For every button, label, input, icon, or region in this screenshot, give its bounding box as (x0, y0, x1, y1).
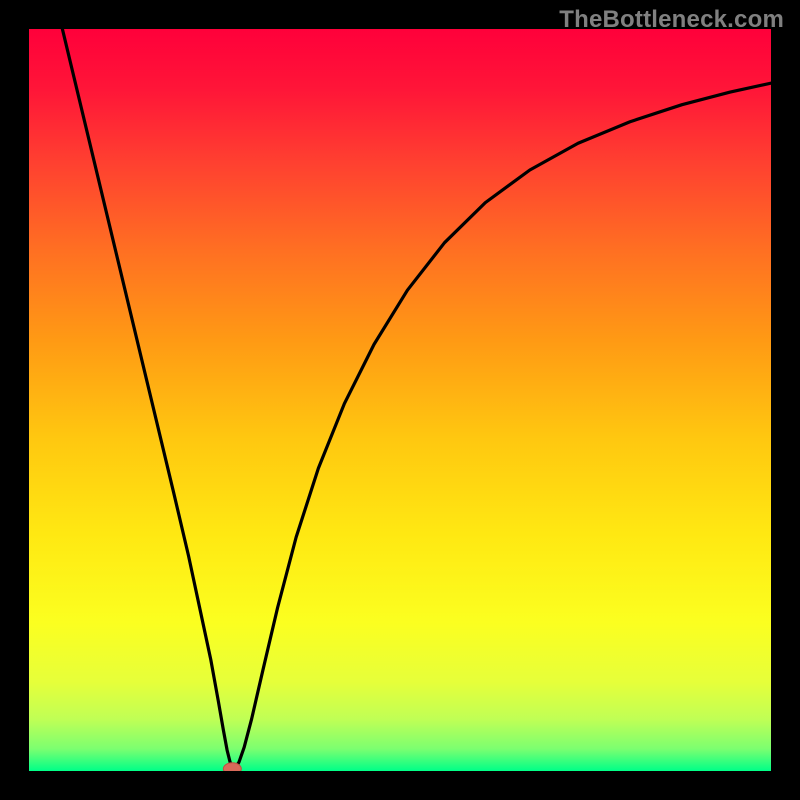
plot-svg (29, 29, 771, 771)
plot-area (29, 29, 771, 771)
minimum-marker (223, 763, 241, 771)
chart-container: TheBottleneck.com (0, 0, 800, 800)
watermark-text: TheBottleneck.com (559, 6, 784, 34)
gradient-background (29, 29, 771, 771)
